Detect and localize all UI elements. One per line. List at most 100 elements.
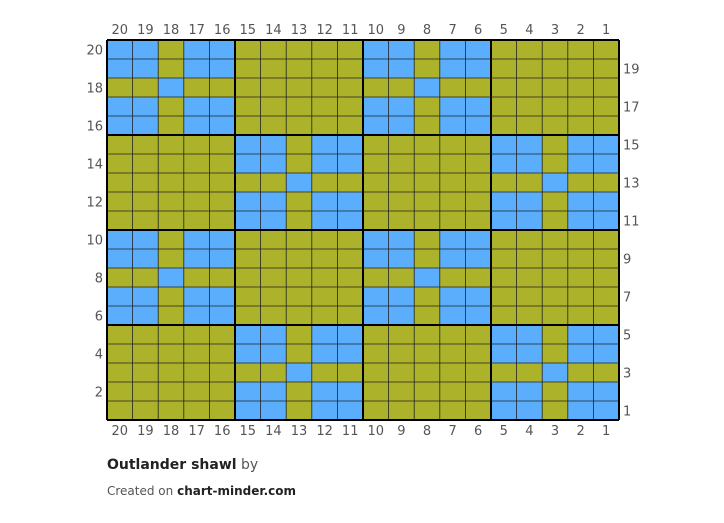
stitch-cell-r12-c20 <box>107 192 133 211</box>
stitch-cell-r7-c3 <box>542 287 568 306</box>
stitch-cell-r20-c14 <box>260 40 287 59</box>
stitch-cell-r15-c13 <box>286 135 312 154</box>
credit-site-link[interactable]: chart-minder.com <box>177 484 296 498</box>
stitch-cell-r9-c8 <box>414 249 440 268</box>
stitch-cell-r18-c18 <box>158 78 184 97</box>
stitch-cell-r3-c1 <box>593 363 619 382</box>
stitch-cell-r1-c19 <box>132 401 159 420</box>
column-label-bottom-9: 9 <box>397 424 405 439</box>
stitch-cell-r4-c18 <box>158 344 184 363</box>
stitch-cell-r13-c4 <box>516 173 543 192</box>
stitch-cell-r14-c2 <box>567 154 594 173</box>
column-label-top-4: 4 <box>525 23 533 38</box>
stitch-cell-r1-c14 <box>260 401 287 420</box>
stitch-cell-r10-c15 <box>235 230 261 249</box>
stitch-cell-r20-c20 <box>107 40 133 59</box>
stitch-cell-r9-c10 <box>363 249 389 268</box>
stitch-cell-r1-c8 <box>414 401 440 420</box>
stitch-cell-r13-c2 <box>567 173 594 192</box>
stitch-cell-r20-c2 <box>567 40 594 59</box>
stitch-cell-r10-c18 <box>158 230 184 249</box>
column-label-top-7: 7 <box>448 23 456 38</box>
stitch-cell-r12-c9 <box>388 192 415 211</box>
stitch-cell-r1-c6 <box>465 401 491 420</box>
stitch-cell-r2-c13 <box>286 382 312 401</box>
column-label-bottom-15: 15 <box>240 424 257 439</box>
stitch-cell-r11-c4 <box>516 211 543 230</box>
stitch-cell-r8-c17 <box>183 268 210 287</box>
column-label-bottom-17: 17 <box>188 424 205 439</box>
stitch-cell-r16-c2 <box>567 116 594 135</box>
chart-title-line: Outlander shawl by <box>107 457 258 473</box>
row-label-right-3: 3 <box>623 367 631 382</box>
stitch-cell-r15-c17 <box>183 135 210 154</box>
stitch-cell-r13-c1 <box>593 173 619 192</box>
stitch-cell-r3-c16 <box>209 363 235 382</box>
column-label-top-3: 3 <box>551 23 559 38</box>
row-label-right-7: 7 <box>623 291 631 306</box>
stitch-cell-r18-c3 <box>542 78 568 97</box>
stitch-cell-r9-c19 <box>132 249 159 268</box>
stitch-cell-r11-c2 <box>567 211 594 230</box>
stitch-cell-r13-c20 <box>107 173 133 192</box>
stitch-cell-r18-c9 <box>388 78 415 97</box>
stitch-cell-r20-c11 <box>337 40 363 59</box>
stitch-cell-r13-c18 <box>158 173 184 192</box>
stitch-cell-r15-c2 <box>567 135 594 154</box>
chart-title: Outlander shawl <box>107 457 237 473</box>
row-label-right-13: 13 <box>623 177 640 192</box>
stitch-cell-r3-c18 <box>158 363 184 382</box>
stitch-cell-r5-c6 <box>465 325 491 344</box>
stitch-cell-r11-c9 <box>388 211 415 230</box>
stitch-cell-r15-c7 <box>439 135 466 154</box>
stitch-cell-r5-c3 <box>542 325 568 344</box>
column-label-top-13: 13 <box>291 23 308 38</box>
stitch-cell-r4-c20 <box>107 344 133 363</box>
stitch-cell-r15-c10 <box>363 135 389 154</box>
column-label-top-15: 15 <box>240 23 257 38</box>
stitch-cell-r2-c14 <box>260 382 287 401</box>
stitch-cell-r2-c15 <box>235 382 261 401</box>
stitch-cell-r8-c7 <box>439 268 466 287</box>
stitch-cell-r13-c16 <box>209 173 235 192</box>
stitch-cell-r6-c11 <box>337 306 363 325</box>
stitch-cell-r11-c5 <box>491 211 517 230</box>
stitch-cell-r3-c12 <box>311 363 338 382</box>
stitch-cell-r12-c3 <box>542 192 568 211</box>
stitch-cell-r13-c12 <box>311 173 338 192</box>
column-label-top-12: 12 <box>316 23 333 38</box>
stitch-cell-r16-c19 <box>132 116 159 135</box>
stitch-cell-r16-c3 <box>542 116 568 135</box>
stitch-cell-r20-c8 <box>414 40 440 59</box>
stitch-cell-r19-c5 <box>491 59 517 78</box>
stitch-cell-r3-c8 <box>414 363 440 382</box>
stitch-cell-r7-c6 <box>465 287 491 306</box>
stitch-cell-r4-c2 <box>567 344 594 363</box>
stitch-cell-r14-c18 <box>158 154 184 173</box>
stitch-cell-r18-c12 <box>311 78 338 97</box>
column-label-bottom-16: 16 <box>214 424 231 439</box>
row-label-left-18: 18 <box>86 82 103 97</box>
stitch-cell-r17-c16 <box>209 97 235 116</box>
stitch-cell-r12-c5 <box>491 192 517 211</box>
stitch-cell-r16-c1 <box>593 116 619 135</box>
stitch-cell-r5-c8 <box>414 325 440 344</box>
column-label-top-1: 1 <box>602 23 610 38</box>
stitch-cell-r19-c14 <box>260 59 287 78</box>
credit-prefix: Created on <box>107 484 174 498</box>
stitch-cell-r3-c2 <box>567 363 594 382</box>
stitch-cell-r15-c14 <box>260 135 287 154</box>
stitch-cell-r2-c5 <box>491 382 517 401</box>
stitch-cell-r17-c10 <box>363 97 389 116</box>
stitch-cell-r5-c18 <box>158 325 184 344</box>
stitch-cell-r19-c15 <box>235 59 261 78</box>
stitch-cell-r1-c3 <box>542 401 568 420</box>
stitch-cell-r16-c14 <box>260 116 287 135</box>
stitch-cell-r19-c3 <box>542 59 568 78</box>
stitch-cell-r8-c18 <box>158 268 184 287</box>
stitch-cell-r2-c11 <box>337 382 363 401</box>
stitch-cell-r19-c17 <box>183 59 210 78</box>
stitch-cell-r16-c18 <box>158 116 184 135</box>
stitch-cell-r4-c1 <box>593 344 619 363</box>
stitch-cell-r5-c16 <box>209 325 235 344</box>
